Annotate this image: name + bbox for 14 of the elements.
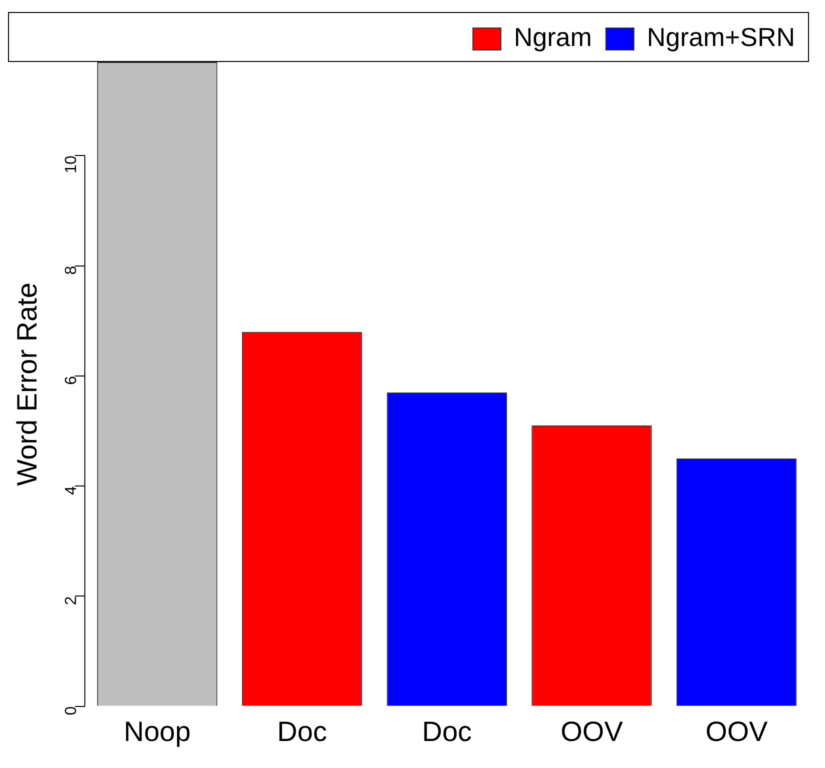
y-tick-label: 4 — [63, 486, 80, 495]
y-tick-label: 8 — [63, 266, 80, 275]
y-tick-label: 0 — [63, 706, 80, 716]
x-tick-label: Doc — [277, 716, 327, 747]
y-axis-title: Word Error Rate — [12, 282, 43, 486]
x-tick-label: OOV — [705, 716, 768, 747]
legend-label: Ngram+SRN — [646, 22, 796, 52]
y-tick-label: 2 — [63, 596, 80, 606]
legend-label: Ngram — [514, 22, 592, 52]
x-tick-label: Doc — [422, 716, 472, 747]
y-tick-label: 10 — [63, 156, 80, 174]
y-tick-label: 6 — [63, 376, 80, 385]
x-tick-label: Noop — [124, 716, 191, 747]
x-tick-label: OOV — [560, 716, 624, 747]
